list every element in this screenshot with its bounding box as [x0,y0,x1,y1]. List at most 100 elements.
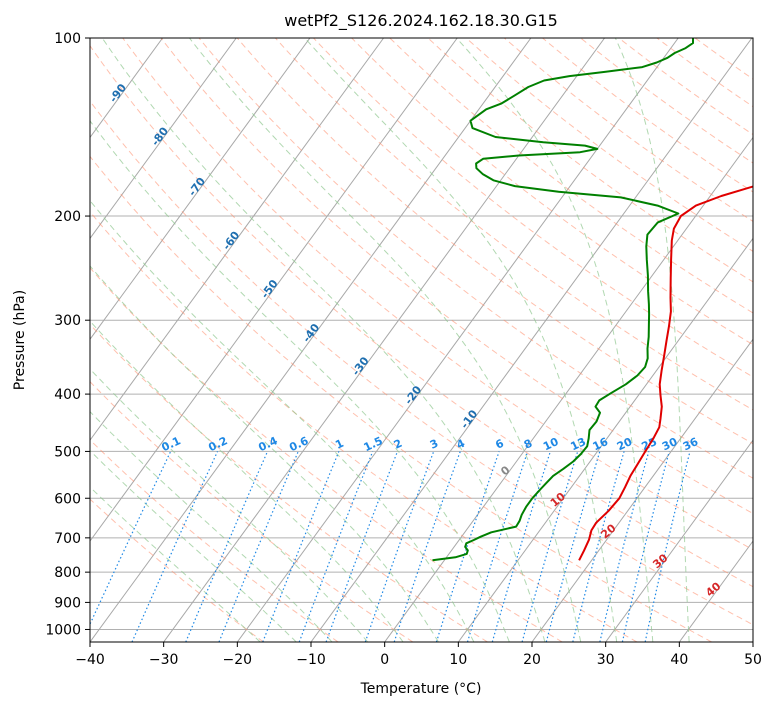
mixing-ratio-line [185,451,269,642]
mixing-ratio-label: 6 [493,437,506,452]
dry-adiabat [274,38,753,411]
moist-adiabat [304,38,618,642]
moist-adiabat [90,265,439,642]
isotherm-line [90,38,384,442]
y-tick-label: 800 [54,565,81,581]
y-tick-label: 600 [54,491,81,507]
mixing-ratio-label: 2 [392,437,404,452]
x-axis-title: Temperature (°C) [360,681,482,697]
dry-adiabat [198,38,753,479]
x-tick-label: 40 [670,652,688,668]
mixing-ratio-label: 13 [569,435,588,453]
dry-adiabat [503,38,753,222]
y-tick-label: 300 [54,313,81,329]
x-tick-label: 10 [449,652,467,668]
dry-adiabat [90,44,753,588]
mixing-ratio-line [298,451,374,642]
mixing-ratio-line [521,451,579,642]
mixing-ratio-line [466,451,529,642]
dry-adiabat [579,38,753,164]
axes: −40 −30 −20 −10 0 10 20 30 40 50 100 200 300 400 500 60… [45,31,762,668]
mixing-ratio-line [435,451,500,642]
isotherm-line [605,439,753,642]
isotherm-line [236,38,679,642]
isotherm-line [752,641,753,642]
mixing-ratio-line [621,451,670,642]
dry-adiabat [90,267,563,642]
isotherm-line [90,38,458,542]
mixing-ratio-label: 20 [615,435,635,453]
dry-adiabat [694,38,753,80]
dry-adiabat [90,498,264,642]
moist-adiabat-label: 10 [548,490,568,510]
dry-adiabat [90,100,753,626]
isotherm-line [90,38,311,341]
dry-adiabat [541,38,753,193]
isotherm-label: -10 [458,407,481,431]
dewpoint-profile [432,38,694,562]
mixing-ratio-line [325,451,399,642]
mixing-ratio-label: 1 [333,437,345,452]
dry-adiabat [312,38,753,378]
x-tick-label: 20 [523,652,541,668]
moist-adiabat [90,410,333,642]
x-tick-label: 0 [380,652,389,668]
moist-adiabat [101,38,546,642]
mixing-ratio-line [131,451,219,642]
y-tick-label: 400 [54,387,81,403]
x-tick-label: −40 [75,652,105,668]
dry-adiabat [90,439,339,642]
temperature-profile [578,185,753,561]
mixing-ratio-line [572,451,625,642]
moist-adiabat-label: 30 [650,551,670,571]
x-tick-label: 50 [744,652,762,668]
x-tick-label: −20 [223,652,253,668]
isotherm-label: -50 [258,277,281,301]
mixing-ratio-line [599,451,650,642]
y-tick-label: 100 [54,31,81,47]
mixing-ratio-line [218,451,299,642]
dry-adiabat [90,211,638,642]
dry-adiabat [122,38,753,551]
mixing-ratio-line [90,451,172,626]
dry-adiabat [351,38,753,346]
mixing-ratio-label: 10 [541,435,561,453]
dry-adiabat [160,38,753,515]
moist-adiabat [90,449,297,642]
mixing-ratio-line [644,451,691,642]
isotherm-line [531,338,753,642]
isotherm-line [457,237,753,642]
isotherm-label: -20 [402,383,425,407]
dry-adiabat [90,323,488,642]
mixing-ratio-line [364,451,435,642]
dry-adiabat [656,38,753,108]
y-tick-label: 700 [54,531,81,547]
x-tick-label: 30 [597,652,615,668]
isotherm-label: -70 [186,175,209,199]
isotherm-line [678,540,753,642]
moist-adiabat-label: 20 [598,521,618,541]
mixing-ratio-line [393,451,461,642]
y-tick-label: 500 [54,444,81,460]
moist-adiabat-label: 40 [703,579,723,599]
x-tick-label: −10 [296,652,326,668]
x-tick-label: −30 [149,652,179,668]
mixing-ratio-line [262,451,340,642]
plot-frame [89,37,754,643]
moist-adiabat [189,38,582,642]
dry-adiabat [90,380,414,642]
y-tick-label: 900 [54,595,81,611]
y-axis-title: Pressure (hPa) [12,290,28,390]
mixing-ratio-label: 16 [591,435,611,453]
isotherm-line [384,136,753,642]
mixing-ratio-label: 36 [681,435,701,453]
isotherm-label: -40 [300,321,323,345]
isotherm-line [90,38,532,642]
moist-adiabat [90,320,404,642]
moist-adiabat [90,486,261,642]
mixing-ratio-label: 4 [455,437,468,452]
isotherm-label: -60 [220,229,243,253]
moist-adiabat [456,38,654,642]
moist-adiabat [90,119,510,642]
